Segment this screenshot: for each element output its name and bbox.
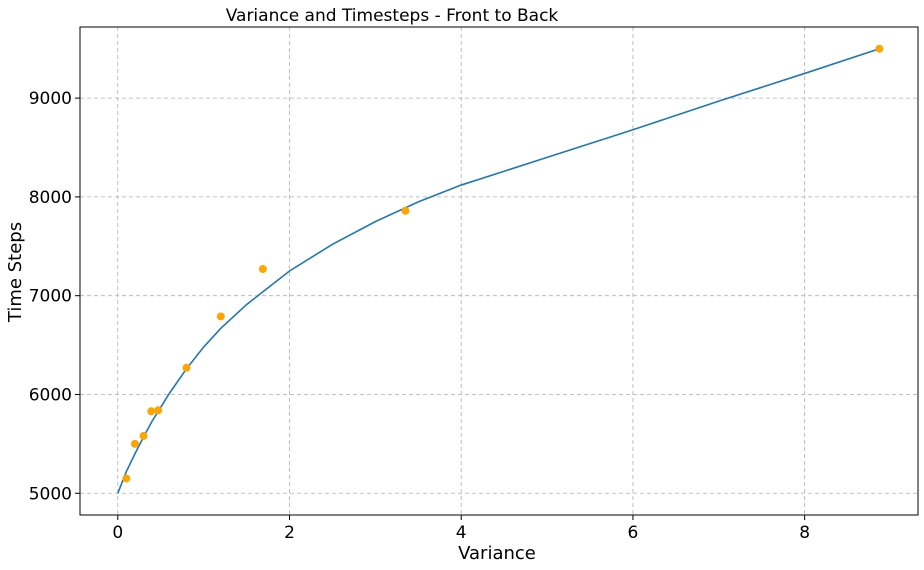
scatter-point bbox=[122, 474, 131, 483]
scatter-point bbox=[258, 265, 267, 274]
fit-curve-line bbox=[117, 47, 880, 494]
scatter-point bbox=[401, 206, 410, 215]
grid-lines bbox=[80, 27, 918, 515]
scatter-points-layer bbox=[122, 44, 884, 483]
y-tick-label: 8000 bbox=[29, 188, 72, 208]
y-axis-ticks: 5000 6000 7000 8000 9000 bbox=[29, 89, 80, 504]
x-tick-label: 0 bbox=[112, 523, 123, 543]
scatter-point bbox=[130, 439, 139, 448]
y-tick-label: 6000 bbox=[29, 385, 72, 405]
x-axis-ticks: 0 2 4 6 8 bbox=[112, 515, 810, 543]
y-tick-label: 9000 bbox=[29, 89, 72, 109]
fit-curve-layer bbox=[117, 47, 880, 494]
scatter-point bbox=[182, 363, 191, 372]
scatter-point bbox=[139, 431, 148, 440]
scatter-point bbox=[147, 407, 156, 416]
scatter-point bbox=[875, 44, 884, 53]
x-tick-label: 8 bbox=[799, 523, 810, 543]
x-axis-label: Variance bbox=[458, 543, 536, 564]
chart-title: Variance and Timesteps - Front to Back bbox=[226, 6, 559, 26]
x-tick-label: 6 bbox=[628, 523, 639, 543]
y-tick-label: 5000 bbox=[29, 484, 72, 504]
x-tick-label: 2 bbox=[284, 523, 295, 543]
plot-frame bbox=[79, 26, 919, 516]
y-tick-label: 7000 bbox=[29, 287, 72, 307]
x-tick-label: 4 bbox=[456, 523, 467, 543]
scatter-point bbox=[154, 406, 163, 415]
scatter-point bbox=[216, 312, 225, 321]
y-axis-label: Time Steps bbox=[5, 222, 26, 323]
